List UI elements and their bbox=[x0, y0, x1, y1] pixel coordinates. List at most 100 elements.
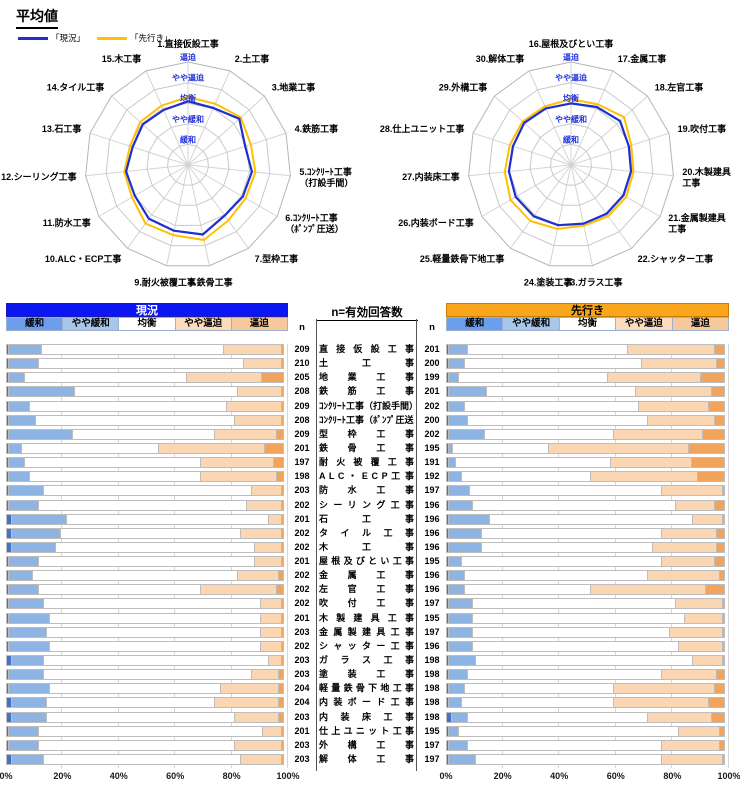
bar-segment bbox=[609, 457, 693, 469]
bar-row bbox=[6, 471, 288, 483]
svg-text:23.ガラス工事: 23.ガラス工事 bbox=[565, 277, 622, 288]
bar-segment bbox=[281, 640, 284, 652]
bar-segment bbox=[447, 669, 468, 681]
bar-segment bbox=[447, 386, 488, 398]
bar-segment bbox=[447, 570, 465, 582]
bar-segment bbox=[472, 499, 677, 511]
bar-segment bbox=[234, 414, 283, 426]
bar-segment bbox=[264, 442, 284, 454]
bar-row bbox=[6, 414, 288, 426]
bar-row bbox=[6, 400, 288, 412]
x-tick-label: 100% bbox=[717, 771, 740, 781]
bar-row bbox=[6, 485, 288, 497]
bar-segment bbox=[660, 527, 718, 539]
bar-segment bbox=[7, 556, 39, 567]
radar-series-current bbox=[124, 100, 253, 236]
bar-row bbox=[6, 442, 288, 454]
n-future-value: 201 bbox=[424, 344, 440, 354]
bar-segment bbox=[7, 428, 73, 440]
n-current-value: 208 bbox=[294, 414, 310, 425]
n-current-value: 203 bbox=[294, 485, 310, 496]
svg-text:やや緩和: やや緩和 bbox=[172, 114, 204, 124]
n-current-value: 201 bbox=[294, 513, 310, 524]
bar-row bbox=[446, 358, 729, 370]
n-current-value: 202 bbox=[294, 499, 310, 510]
bar-segment bbox=[7, 344, 42, 355]
bar-row bbox=[446, 414, 729, 426]
bar-segment bbox=[713, 683, 725, 695]
bar-row bbox=[6, 386, 288, 398]
bar-segment bbox=[7, 414, 36, 426]
trade-name: ガ ラ ス 工 事 bbox=[319, 654, 414, 665]
stacked-bar-chart-current: 現況 緩和 やや緩和 均衡 やや逼迫 逼迫 0% 20% 40% 60% 80% 100% bbox=[0, 303, 300, 789]
bar-segment bbox=[469, 485, 662, 497]
bar-segment bbox=[475, 654, 694, 666]
svg-text:18.左官工事: 18.左官工事 bbox=[655, 81, 704, 92]
svg-text:8.鉄骨工事: 8.鉄骨工事 bbox=[189, 277, 233, 288]
bar-segment bbox=[251, 669, 280, 681]
bar-segment bbox=[480, 541, 654, 553]
bar-segment bbox=[7, 584, 39, 596]
bar-segment bbox=[37, 556, 255, 567]
bar-segment bbox=[10, 753, 45, 765]
legend-cell: 逼迫 bbox=[230, 317, 289, 331]
bar-row bbox=[446, 442, 729, 454]
bar-segment bbox=[612, 428, 704, 440]
bar-segment bbox=[460, 471, 592, 483]
bar-segment bbox=[638, 400, 709, 412]
bar-segment bbox=[259, 640, 283, 652]
bar-segment bbox=[626, 344, 715, 355]
legend-cell: やや逼迫 bbox=[615, 317, 673, 331]
bar-row bbox=[446, 527, 729, 539]
trade-name: 屋 根 及 び と い 工 事 bbox=[319, 556, 414, 566]
bar-segment bbox=[37, 499, 247, 511]
n-current-value: 198 bbox=[294, 471, 310, 482]
bar-segment bbox=[447, 358, 465, 370]
bar-segment bbox=[10, 711, 48, 723]
bar-segment bbox=[10, 654, 45, 666]
bar-segment bbox=[43, 485, 253, 497]
bar-segment bbox=[7, 386, 76, 398]
svg-text:均衡: 均衡 bbox=[180, 93, 196, 103]
n-current-value: 204 bbox=[294, 683, 310, 694]
n-future-value: 196 bbox=[424, 584, 440, 595]
n-current-value: 202 bbox=[294, 527, 310, 538]
bar-segment bbox=[281, 612, 284, 624]
bar-segment bbox=[278, 669, 284, 681]
x-tick-label: 80% bbox=[222, 771, 241, 781]
bar-row bbox=[6, 457, 288, 469]
bar-segment bbox=[272, 457, 284, 469]
n-future-value: 197 bbox=[424, 626, 440, 637]
bar-segment bbox=[646, 570, 721, 582]
x-tick-label: 60% bbox=[166, 771, 185, 781]
bar-segment bbox=[590, 584, 707, 596]
bar-row bbox=[446, 584, 729, 596]
bar-segment bbox=[275, 471, 284, 483]
gridline bbox=[728, 344, 729, 768]
bar-segment bbox=[677, 725, 721, 737]
bar-category-legend: 緩和 やや緩和 均衡 やや逼迫 逼迫 bbox=[446, 317, 730, 331]
bar-segment bbox=[458, 725, 679, 737]
bar-segment bbox=[281, 598, 284, 610]
bar-segment bbox=[447, 697, 462, 709]
svg-text:9.耐火被覆工事: 9.耐火被覆工事 bbox=[134, 277, 196, 288]
bar-segment bbox=[463, 683, 614, 695]
n-future-value: 198 bbox=[424, 654, 440, 665]
bar-segment bbox=[262, 725, 283, 737]
n-column-header-future: n bbox=[429, 322, 435, 333]
bar-segment bbox=[688, 442, 725, 454]
bar-segment bbox=[716, 527, 725, 539]
bar-segment bbox=[646, 711, 712, 723]
bar-segment bbox=[23, 372, 188, 384]
n-future-value: 191 bbox=[424, 457, 440, 468]
bar-segment bbox=[722, 513, 725, 525]
bar-segment bbox=[660, 556, 715, 567]
trade-name: A L C ・ E C P 工 事 bbox=[319, 471, 414, 482]
bar-segment bbox=[716, 669, 725, 681]
svg-text:21.金属製建具工事: 21.金属製建具工事 bbox=[668, 212, 726, 234]
radar-series-future bbox=[503, 98, 635, 230]
legend-cell: やや緩和 bbox=[62, 317, 120, 331]
radar-legend: 「現況」 「先行き」 bbox=[18, 32, 185, 44]
bar-segment bbox=[7, 457, 25, 469]
bar-segment bbox=[590, 471, 698, 483]
